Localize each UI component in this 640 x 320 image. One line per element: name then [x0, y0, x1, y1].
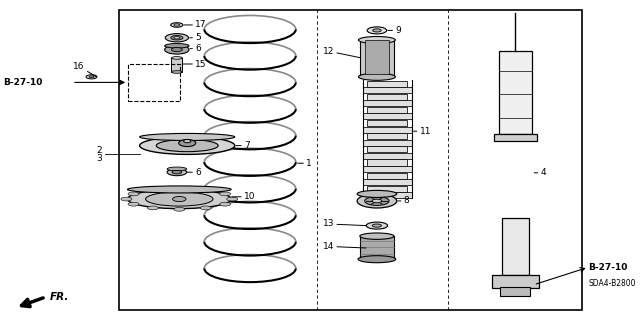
Bar [363, 153, 412, 159]
Ellipse shape [89, 76, 94, 78]
Bar [499, 51, 532, 134]
Bar [128, 64, 180, 101]
Ellipse shape [171, 23, 183, 27]
Bar [363, 127, 412, 132]
Ellipse shape [174, 207, 185, 211]
Text: B-27-10: B-27-10 [3, 78, 42, 87]
Bar [494, 134, 537, 141]
Ellipse shape [227, 197, 237, 201]
Ellipse shape [164, 45, 189, 54]
Ellipse shape [365, 196, 389, 205]
Ellipse shape [128, 192, 139, 196]
Bar [367, 94, 407, 100]
Bar [363, 100, 412, 106]
Text: 17: 17 [184, 20, 207, 29]
Ellipse shape [167, 169, 187, 176]
Bar [363, 166, 412, 172]
Ellipse shape [165, 34, 188, 42]
Ellipse shape [367, 27, 387, 34]
Bar [360, 40, 394, 77]
Ellipse shape [358, 256, 396, 263]
Ellipse shape [127, 186, 231, 193]
Bar [367, 146, 407, 152]
Ellipse shape [357, 194, 397, 208]
Bar [360, 236, 394, 259]
Bar [492, 275, 539, 288]
Ellipse shape [184, 140, 191, 143]
Ellipse shape [174, 24, 180, 26]
Bar [502, 218, 529, 275]
Ellipse shape [164, 44, 189, 48]
Bar [367, 172, 407, 179]
Bar [367, 81, 407, 87]
Ellipse shape [156, 140, 218, 152]
Text: 10: 10 [232, 192, 255, 201]
Text: SDA4-B2800: SDA4-B2800 [589, 279, 636, 288]
Text: 14: 14 [323, 242, 366, 251]
Bar [367, 159, 407, 165]
Ellipse shape [358, 36, 396, 44]
Text: 11: 11 [413, 127, 431, 136]
Ellipse shape [357, 190, 397, 197]
Ellipse shape [172, 48, 182, 52]
Text: 5: 5 [189, 33, 201, 42]
Text: 6: 6 [187, 168, 201, 177]
Bar [367, 133, 407, 139]
Text: 12: 12 [323, 47, 360, 58]
Bar [363, 113, 412, 119]
Ellipse shape [167, 167, 187, 171]
Ellipse shape [127, 189, 231, 209]
Ellipse shape [128, 202, 139, 206]
Text: 6: 6 [190, 44, 201, 53]
Ellipse shape [173, 196, 186, 202]
Text: 15: 15 [183, 60, 207, 68]
Text: 2: 2 [97, 146, 102, 155]
Ellipse shape [360, 233, 394, 239]
Bar [363, 179, 412, 185]
Ellipse shape [172, 71, 182, 73]
Ellipse shape [200, 206, 211, 210]
Ellipse shape [200, 188, 211, 192]
Ellipse shape [179, 140, 196, 147]
Ellipse shape [220, 192, 230, 196]
Ellipse shape [140, 133, 235, 140]
Text: 4: 4 [534, 168, 546, 177]
Bar [367, 107, 407, 113]
Ellipse shape [147, 188, 158, 192]
Text: 3: 3 [97, 154, 102, 163]
Ellipse shape [172, 57, 182, 59]
Ellipse shape [174, 187, 185, 191]
Text: 9: 9 [388, 26, 401, 35]
Ellipse shape [121, 197, 132, 201]
Ellipse shape [372, 29, 381, 32]
Bar [367, 186, 407, 192]
Text: FR.: FR. [50, 292, 69, 302]
Ellipse shape [174, 37, 180, 39]
Ellipse shape [172, 171, 182, 174]
Text: 7: 7 [236, 141, 250, 150]
Ellipse shape [86, 75, 97, 79]
Ellipse shape [220, 202, 230, 206]
Text: B-27-10: B-27-10 [589, 263, 628, 272]
Text: 1: 1 [298, 159, 312, 168]
Bar [365, 40, 388, 74]
Bar [363, 192, 412, 198]
Text: 16: 16 [73, 62, 97, 77]
Bar [172, 58, 182, 72]
Ellipse shape [366, 222, 388, 229]
Ellipse shape [147, 206, 158, 210]
Ellipse shape [372, 199, 382, 203]
Bar [363, 140, 412, 146]
Text: 8: 8 [397, 196, 410, 205]
Bar [119, 10, 582, 310]
Ellipse shape [140, 137, 235, 155]
Bar [367, 120, 407, 126]
Ellipse shape [171, 36, 183, 40]
Ellipse shape [146, 192, 213, 206]
Text: 13: 13 [323, 220, 367, 228]
Bar [363, 87, 412, 93]
Bar [500, 287, 531, 296]
Ellipse shape [372, 224, 381, 227]
Ellipse shape [358, 73, 396, 80]
